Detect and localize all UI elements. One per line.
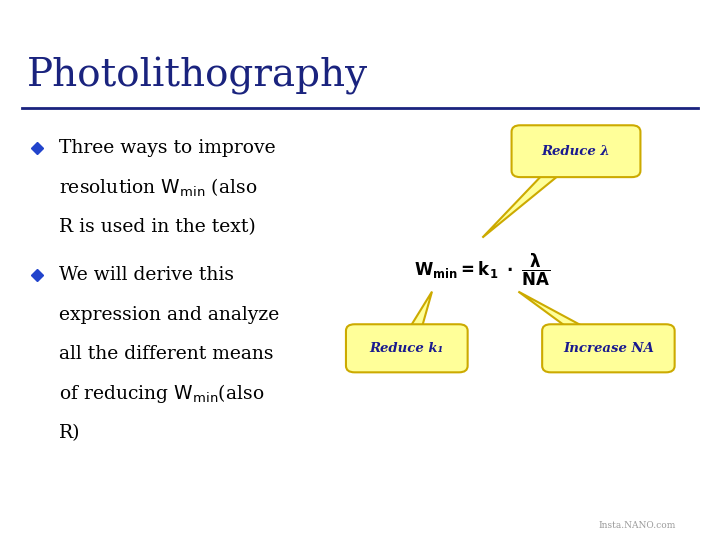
FancyBboxPatch shape xyxy=(542,324,675,373)
Text: Increase NA: Increase NA xyxy=(563,342,654,355)
Text: all the different means: all the different means xyxy=(59,345,274,363)
Text: resolution $\mathrm{W_{min}}$ (also: resolution $\mathrm{W_{min}}$ (also xyxy=(59,176,257,199)
Text: R is used in the text): R is used in the text) xyxy=(59,218,256,236)
Text: $\mathbf{W_{min} = k_1\ \bullet\ \dfrac{\lambda}{NA}}$: $\mathbf{W_{min} = k_1\ \bullet\ \dfrac{… xyxy=(414,252,550,288)
Polygon shape xyxy=(482,147,583,238)
Text: Insta.NANO.com: Insta.NANO.com xyxy=(598,521,676,530)
Text: R): R) xyxy=(59,424,81,442)
Text: expression and analyze: expression and analyze xyxy=(59,306,279,324)
Polygon shape xyxy=(398,292,432,350)
Text: Photolithography: Photolithography xyxy=(27,57,369,94)
Text: Reduce k₁: Reduce k₁ xyxy=(369,342,444,355)
FancyBboxPatch shape xyxy=(346,324,468,373)
Text: of reducing $\mathrm{W_{min}}$(also: of reducing $\mathrm{W_{min}}$(also xyxy=(59,382,264,405)
Polygon shape xyxy=(518,292,614,354)
Text: We will derive this: We will derive this xyxy=(59,266,234,285)
Text: Reduce λ: Reduce λ xyxy=(541,145,611,158)
FancyBboxPatch shape xyxy=(511,125,641,177)
Text: Three ways to improve: Three ways to improve xyxy=(59,139,276,157)
